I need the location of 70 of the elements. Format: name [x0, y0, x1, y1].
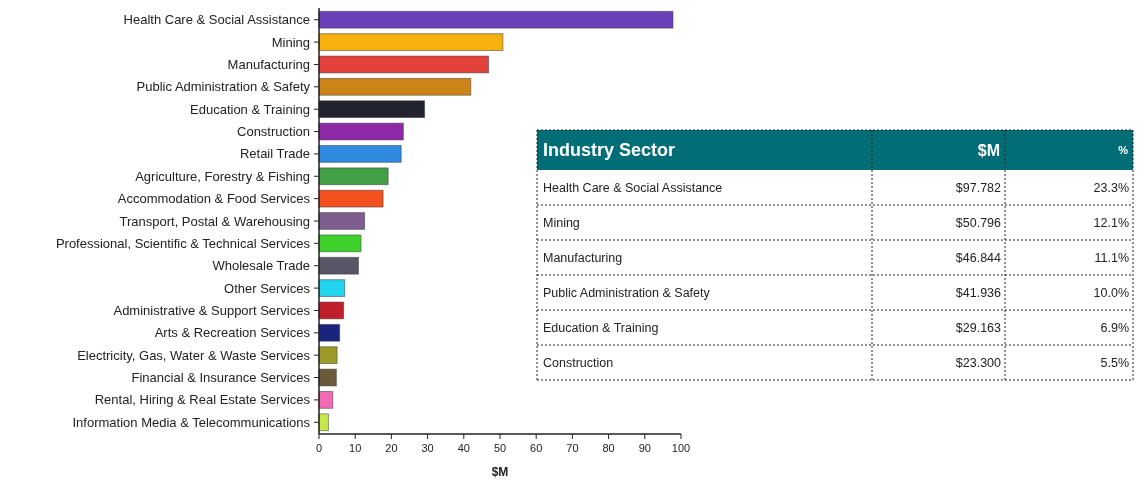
y-tick-label: Construction: [237, 124, 310, 140]
bar: [318, 391, 334, 409]
bar: [318, 10, 674, 29]
y-tick-label: Accommodation & Food Services: [117, 191, 311, 207]
bar: [318, 346, 338, 365]
x-tick-label: 50: [493, 442, 507, 454]
category-label: Mining: [543, 215, 580, 230]
y-tick-label: Manufacturing: [227, 57, 310, 73]
text: 6.9%: [1100, 320, 1129, 335]
bar: [318, 167, 389, 186]
x-tick-label: 80: [602, 442, 615, 454]
x-tick-label: 60: [530, 442, 543, 454]
y-tick-label: Financial & Insurance Services: [131, 370, 311, 386]
category-label: Construction: [543, 355, 614, 370]
bar: [318, 145, 402, 163]
y-tick-label: Other Services: [224, 280, 311, 296]
bar: [318, 301, 345, 320]
y-tick-label: Transport, Postal & Warehousing: [119, 213, 310, 229]
y-tick-label: Information Media & Telecommunications: [72, 414, 311, 430]
text: 12.1%: [1093, 215, 1129, 230]
y-tick-label: Retail Trade: [239, 146, 310, 162]
bar: [318, 368, 337, 387]
category-label: Health Care & Social Assistance: [543, 180, 723, 195]
x-tick-label: 90: [638, 442, 651, 454]
text: Industry Sector: [543, 140, 676, 161]
bar: [318, 256, 359, 275]
x-tick-label: 30: [421, 442, 434, 454]
x-tick-label: 10: [349, 442, 362, 454]
y-tick-label: Arts & Recreation Services: [154, 325, 311, 341]
bar: [318, 122, 404, 141]
x-axis-title: $M: [491, 465, 509, 479]
x-tick-label: 70: [566, 442, 579, 454]
text: 10.0%: [1093, 285, 1129, 300]
text: $97.782: [955, 180, 1002, 195]
category-label: Education & Training: [543, 320, 659, 335]
y-tick-label: Administrative & Support Services: [113, 303, 311, 318]
text: $23.300: [955, 355, 1002, 370]
category-label: Public Administration & Safety: [543, 285, 711, 300]
text: %: [1118, 143, 1129, 156]
text: $29.163: [955, 320, 1002, 335]
y-tick-label: Health Care & Social Assistance: [123, 12, 310, 28]
bar: [318, 33, 504, 51]
category-label: Manufacturing: [543, 250, 623, 265]
bar: [318, 212, 366, 230]
text: 23.3%: [1093, 180, 1129, 195]
bar: [318, 55, 490, 74]
bar: [318, 77, 472, 96]
bar: [318, 323, 341, 342]
y-tick-label: Mining: [271, 34, 310, 50]
text: 5.5%: [1100, 355, 1129, 370]
y-tick-label: Public Administration & Safety: [136, 79, 311, 95]
text: $41.936: [955, 285, 1002, 300]
bar: [318, 234, 362, 253]
text: $M: [977, 141, 1000, 159]
bar: [318, 279, 346, 297]
text: $46.844: [955, 250, 1002, 265]
x-tick-label: 20: [385, 442, 398, 454]
text: 11.1%: [1094, 250, 1129, 265]
text: $50.796: [955, 215, 1002, 230]
x-tick-label: 0: [315, 442, 323, 454]
x-tick-label: 40: [457, 442, 470, 454]
bar: [318, 100, 426, 119]
bar: [318, 189, 384, 208]
y-tick-label: Wholesale Trade: [212, 258, 310, 274]
y-tick-label: Education & Training: [190, 101, 310, 117]
x-tick-label: 100: [671, 442, 691, 454]
y-tick-label: Electricity, Gas, Water & Waste Services: [77, 347, 311, 363]
y-tick-label: Professional, Scientific & Technical Services: [55, 235, 311, 251]
y-tick-label: Rental, Hiring & Real Estate Services: [94, 392, 311, 408]
y-tick-label: Agriculture, Forestry & Fishing: [135, 168, 310, 184]
